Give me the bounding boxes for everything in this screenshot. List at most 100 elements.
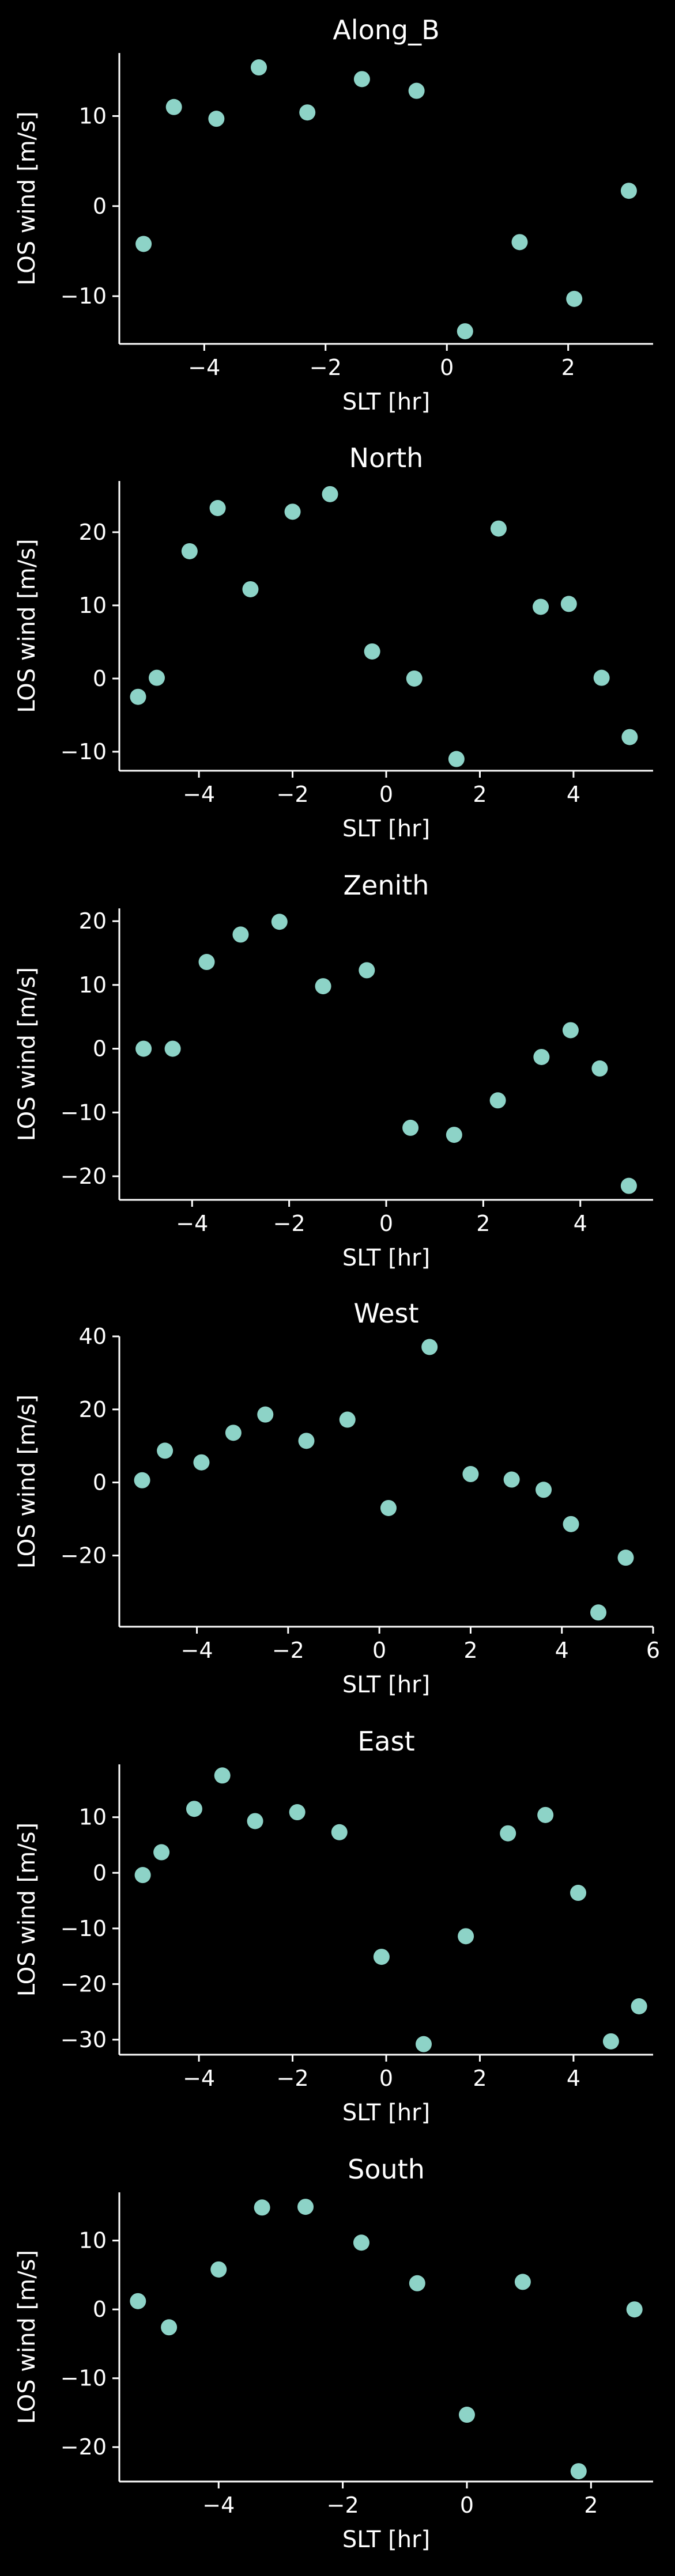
x-axis-label: SLT [hr] [342, 1672, 430, 1698]
scatter-point [533, 598, 549, 615]
scatter-point [298, 1433, 315, 1449]
scatter-point [458, 1928, 474, 1945]
x-tick-label: 2 [584, 2492, 598, 2518]
x-tick-label: 0 [372, 1638, 386, 1663]
scatter-point [289, 1804, 306, 1821]
y-axis-label: LOS wind [m/s] [14, 111, 40, 285]
scatter-point [631, 1998, 647, 2014]
scatter-point [254, 2199, 270, 2216]
chart-title: Along_B [333, 14, 439, 46]
x-tick-label: 0 [460, 2492, 474, 2518]
scatter-point [590, 1604, 607, 1621]
scatter-point [626, 2301, 643, 2318]
scatter-point [322, 486, 338, 502]
scatter-point [563, 1516, 579, 1532]
y-tick-label: 0 [93, 194, 107, 219]
scatter-point [157, 1442, 174, 1459]
scatter-point [446, 1127, 462, 1143]
x-tick-label: −4 [202, 2492, 235, 2518]
scatter-point [353, 71, 370, 88]
scatter-point [135, 236, 152, 252]
x-tick-label: 4 [555, 1638, 569, 1663]
y-tick-label: −10 [61, 2366, 107, 2391]
scatter-point [284, 503, 301, 520]
scatter-point [566, 290, 583, 307]
x-tick-label: −2 [277, 782, 309, 807]
scatter-point [621, 729, 638, 745]
scatter-point [331, 1824, 348, 1840]
y-tick-label: 0 [93, 666, 107, 691]
scatter-point [533, 1048, 550, 1065]
scatter-point [165, 99, 182, 115]
scatter-point [415, 2036, 432, 2052]
x-tick-label: 2 [476, 1211, 490, 1236]
y-tick-label: 10 [79, 593, 107, 618]
y-tick-label: −10 [61, 1100, 107, 1125]
x-tick-label: −4 [183, 782, 215, 807]
scatter-point [570, 2463, 587, 2480]
scatter-point [297, 2199, 314, 2215]
scatter-point [462, 1466, 479, 1483]
scatter-point [130, 688, 146, 705]
scatter-point [500, 1825, 516, 1842]
x-tick-label: 4 [574, 1211, 587, 1236]
y-tick-label: 40 [79, 1324, 107, 1349]
scatter-point [198, 954, 215, 971]
scatter-point [421, 1339, 438, 1355]
scatter-point [186, 1801, 202, 1817]
x-tick-label: −2 [272, 1638, 304, 1663]
scatter-point [511, 234, 528, 251]
y-tick-label: 20 [79, 908, 107, 934]
x-tick-label: 0 [379, 782, 393, 807]
scatter-point [490, 520, 507, 537]
y-tick-label: −10 [61, 739, 107, 764]
scatter-point [134, 1472, 150, 1488]
scatter-point [193, 1454, 210, 1471]
y-tick-label: −20 [61, 2434, 107, 2460]
chart-panel-1: Along_B −4 −2 0 2 −10 0 10 SLT [hr] LOS wind [m/s… [14, 14, 653, 415]
scatter-point [406, 670, 423, 687]
scatter-point [620, 183, 637, 199]
scatter-point [408, 82, 425, 99]
scatter-point [570, 1885, 587, 1901]
x-tick-label: 2 [561, 355, 575, 380]
x-tick-label: 0 [440, 355, 454, 380]
scatter-point [458, 2407, 475, 2423]
scatter-point [214, 1767, 231, 1784]
chart-title: North [349, 442, 424, 473]
scatter-point [617, 1550, 634, 1566]
y-tick-label: −20 [61, 1971, 107, 1997]
y-tick-label: 10 [79, 2228, 107, 2253]
y-axis-label: LOS wind [m/s] [14, 967, 40, 1141]
scatter-point [514, 2274, 531, 2290]
scatter-point [620, 1177, 637, 1194]
chart-title: East [357, 1726, 414, 1757]
y-tick-label: −20 [61, 1543, 107, 1568]
scatter-point [560, 596, 577, 612]
scatter-point [537, 1806, 554, 1823]
y-tick-label: −10 [61, 283, 107, 309]
scatter-point [135, 1040, 152, 1057]
scatter-point [299, 104, 316, 121]
scatter-point [242, 581, 259, 597]
scatter-point [164, 1040, 181, 1057]
y-tick-label: −20 [61, 1164, 107, 1189]
scatter-point [591, 1060, 608, 1077]
scatter-point [134, 1867, 151, 1884]
scatter-point [448, 751, 465, 767]
x-tick-label: 2 [463, 1638, 477, 1663]
x-tick-label: −2 [310, 355, 342, 380]
x-tick-label: −2 [277, 2066, 309, 2091]
scatter-point [225, 1425, 242, 1441]
scatter-point [373, 1949, 390, 1965]
x-axis-label: SLT [hr] [342, 2100, 430, 2126]
y-tick-label: 0 [93, 1860, 107, 1885]
chart-title: South [348, 2154, 425, 2185]
scatter-point [251, 59, 267, 76]
scatter-point [353, 2234, 369, 2251]
x-tick-label: 4 [567, 2066, 580, 2091]
scatter-point [161, 2319, 178, 2336]
scatter-point [602, 2033, 619, 2050]
chart-title: West [353, 1298, 418, 1329]
